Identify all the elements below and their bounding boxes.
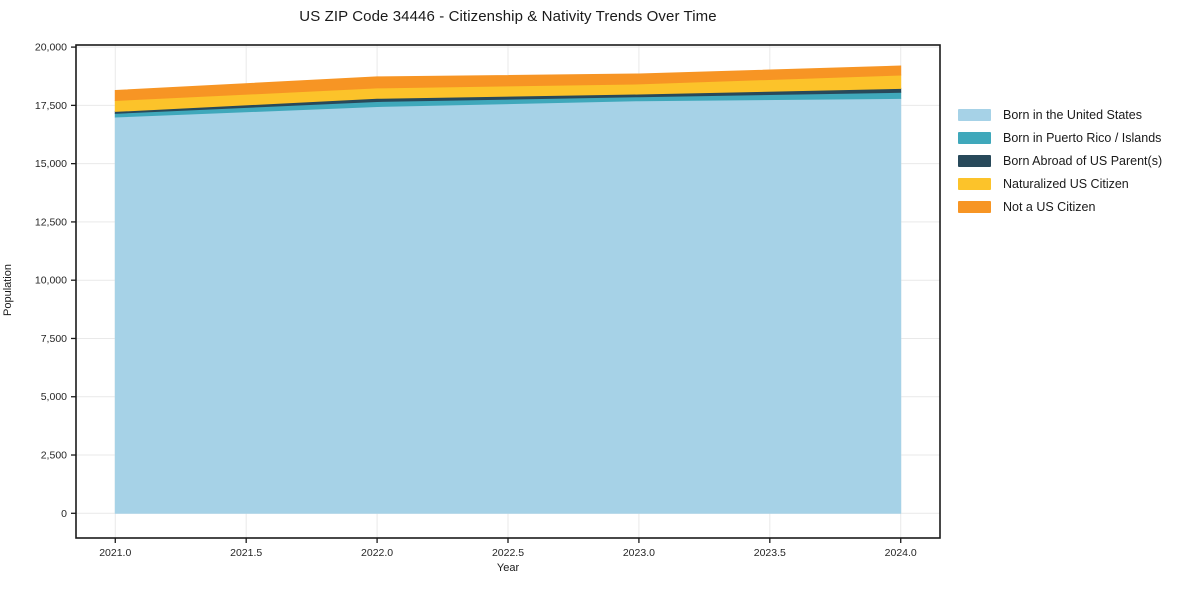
y-tick-label: 0	[61, 508, 67, 520]
y-tick-label: 12,500	[35, 216, 67, 228]
legend-swatch-icon	[958, 177, 991, 190]
chart-title: US ZIP Code 34446 - Citizenship & Nativi…	[299, 8, 717, 25]
x-tick-label: 2023.0	[623, 547, 655, 559]
y-tick-label: 7,500	[41, 333, 67, 345]
legend-swatch-icon	[958, 154, 991, 167]
y-tick-label: 10,000	[35, 275, 67, 287]
x-tick-label: 2021.5	[230, 547, 262, 559]
x-axis-title: Year	[496, 562, 520, 574]
y-tick-label: 5,000	[41, 391, 67, 403]
x-tick-label: 2024.0	[885, 547, 917, 559]
legend-label: Born Abroad of US Parent(s)	[1003, 153, 1163, 168]
legend-label: Not a US Citizen	[1003, 199, 1096, 214]
y-tick-label: 17,500	[35, 100, 67, 112]
legend-item-2: Born Abroad of US Parent(s)	[958, 153, 1162, 168]
y-tick-label: 15,000	[35, 158, 67, 170]
y-tick-label: 20,000	[35, 42, 67, 54]
y-axis-title: Population	[2, 264, 14, 316]
area-series-4	[114, 65, 902, 102]
legend: Born in the United States Born in Puerto …	[958, 107, 1162, 222]
legend-swatch-icon	[958, 131, 991, 144]
legend-item-3: Naturalized US Citizen	[958, 176, 1162, 191]
x-tick-label: 2022.5	[492, 547, 524, 559]
legend-label: Born in the United States	[1003, 107, 1142, 122]
area-series-0	[114, 97, 902, 514]
legend-swatch-icon	[958, 108, 991, 121]
x-tick-label: 2023.5	[754, 547, 786, 559]
legend-item-0: Born in the United States	[958, 107, 1162, 122]
legend-label: Naturalized US Citizen	[1003, 176, 1129, 191]
legend-item-1: Born in Puerto Rico / Islands	[958, 130, 1162, 145]
x-tick-label: 2022.0	[361, 547, 393, 559]
legend-swatch-icon	[958, 200, 991, 213]
legend-label: Born in Puerto Rico / Islands	[1003, 130, 1162, 145]
x-tick-label: 2021.0	[99, 547, 131, 559]
y-tick-label: 2,500	[41, 450, 67, 462]
legend-item-4: Not a US Citizen	[958, 199, 1162, 214]
